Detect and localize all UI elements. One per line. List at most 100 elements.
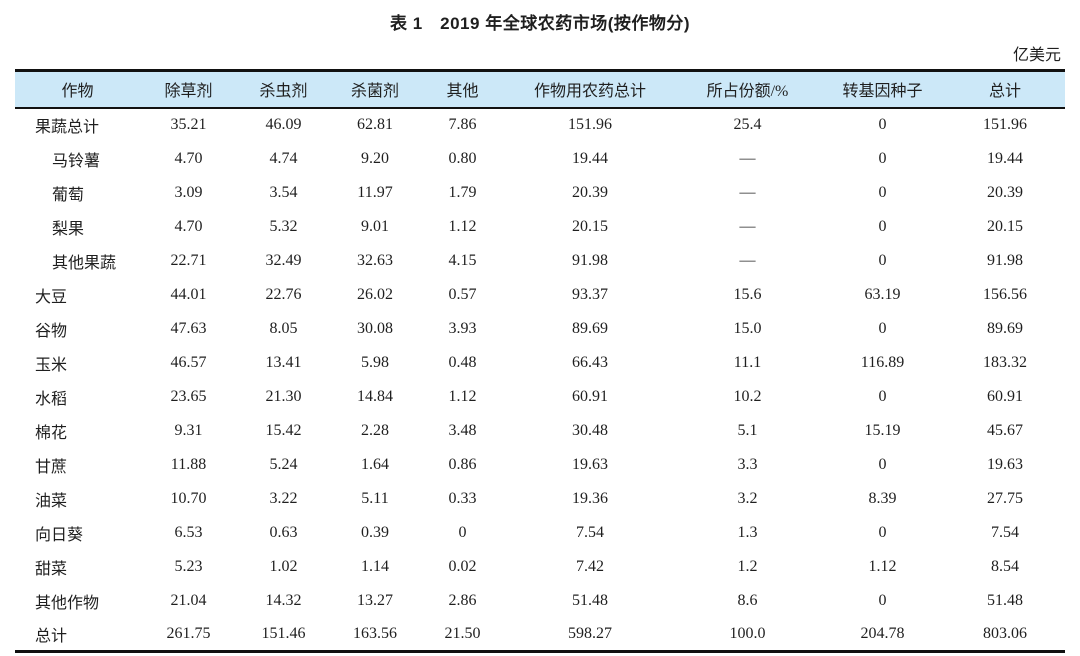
value-cell: 163.56 — [353, 624, 397, 642]
value-cell: 0 — [878, 319, 887, 337]
value-cell: 30.08 — [357, 319, 393, 337]
value-cell: 20.39 — [572, 183, 608, 201]
value-cell: 23.65 — [170, 387, 207, 405]
value-cell: 26.02 — [357, 285, 393, 303]
table-row: 梨果 4.70 5.32 9.01 1.12 20.15 — 0 20.15 — [15, 210, 1065, 244]
value-cell: 3.93 — [448, 319, 477, 337]
value-cell: 21.50 — [444, 624, 481, 642]
value-cell: 4.15 — [448, 251, 477, 269]
value-cell: — — [739, 217, 756, 235]
value-cell: 0.48 — [448, 353, 477, 371]
value-cell: — — [739, 183, 756, 201]
value-cell: 19.36 — [572, 489, 608, 507]
value-cell: 21.30 — [265, 387, 302, 405]
table-row: 其他果蔬 22.71 32.49 32.63 4.15 91.98 — 0 91.98 — [15, 244, 1065, 278]
value-cell: 156.56 — [983, 285, 1027, 303]
column-header-insecticide: 杀虫剂 — [259, 83, 308, 101]
value-cell: 60.91 — [987, 387, 1023, 405]
value-cell: 91.98 — [572, 251, 608, 269]
value-cell: 19.44 — [987, 149, 1023, 167]
value-cell: 0.33 — [448, 489, 477, 507]
value-cell: 0 — [878, 523, 887, 541]
value-cell: 0.80 — [448, 149, 477, 167]
value-cell: 0 — [878, 455, 887, 473]
value-cell: 1.64 — [361, 455, 389, 473]
value-cell: 15.19 — [864, 421, 901, 439]
value-cell: 183.32 — [983, 353, 1027, 371]
value-cell: 13.27 — [357, 591, 393, 609]
value-cell: 7.54 — [991, 523, 1019, 541]
crop-name-cell: 谷物 — [35, 322, 68, 340]
value-cell: 1.12 — [448, 217, 477, 235]
column-header-total: 总计 — [988, 83, 1021, 101]
table-row: 油菜 10.70 3.22 5.11 0.33 19.36 3.2 8.39 27.75 — [15, 482, 1065, 516]
value-cell: 32.63 — [357, 251, 393, 269]
value-cell: 2.86 — [448, 591, 477, 609]
value-cell: 11.97 — [357, 183, 393, 201]
unit-label: 亿美元 — [1012, 47, 1061, 64]
value-cell: 10.2 — [733, 387, 762, 405]
value-cell: 5.1 — [737, 421, 758, 439]
table-caption: 表 1 2019 年全球农药市场(按作物分) — [389, 14, 691, 33]
value-cell: 25.4 — [733, 116, 762, 133]
crop-name-cell: 玉米 — [35, 356, 68, 374]
crop-name-cell: 果蔬总计 — [35, 119, 100, 136]
value-cell: 19.63 — [987, 455, 1023, 473]
value-cell: 46.09 — [265, 116, 302, 133]
value-cell: 93.37 — [572, 285, 608, 303]
value-cell: 45.67 — [987, 421, 1023, 439]
value-cell: 0.86 — [448, 455, 477, 473]
value-cell: 5.23 — [174, 557, 203, 575]
value-cell: 51.48 — [987, 591, 1023, 609]
value-cell: 89.69 — [987, 319, 1023, 337]
value-cell: 5.11 — [361, 489, 389, 507]
value-cell: 2.28 — [361, 421, 389, 439]
table-row: 谷物 47.63 8.05 30.08 3.93 89.69 15.0 0 89.69 — [15, 312, 1065, 346]
value-cell: 89.69 — [572, 319, 608, 337]
value-cell: 116.89 — [860, 353, 905, 371]
crop-name-cell: 其他作物 — [35, 594, 100, 612]
crop-name-cell: 总计 — [35, 627, 68, 645]
value-cell: 20.15 — [572, 217, 608, 235]
crop-name-cell: 向日葵 — [35, 526, 84, 544]
value-cell: 21.04 — [170, 591, 207, 609]
value-cell: 151.46 — [261, 624, 306, 642]
table-row: 其他作物 21.04 14.32 13.27 2.86 51.48 8.6 0 51.48 — [15, 584, 1065, 618]
value-cell: 15.0 — [733, 319, 762, 337]
value-cell: 44.01 — [170, 285, 207, 303]
value-cell: 9.31 — [174, 421, 203, 439]
value-cell: — — [739, 149, 756, 167]
value-cell: 0 — [878, 251, 887, 269]
value-cell: 0 — [878, 149, 887, 167]
value-cell: 7.42 — [576, 557, 604, 575]
column-header-gm-seeds: 转基因种子 — [842, 83, 923, 101]
value-cell: 27.75 — [987, 489, 1023, 507]
value-cell: 6.53 — [174, 523, 203, 541]
value-cell: 151.96 — [568, 116, 612, 133]
crop-name-cell: 其他果蔬 — [52, 254, 117, 272]
value-cell: 14.84 — [357, 387, 393, 405]
value-cell: 100.0 — [729, 624, 766, 642]
crop-name-cell: 大豆 — [35, 288, 68, 306]
value-cell: 5.32 — [269, 217, 298, 235]
value-cell: 3.09 — [174, 183, 203, 201]
crop-name-cell: 甘蔗 — [35, 458, 68, 476]
value-cell: 4.70 — [174, 217, 203, 235]
table-row: 甜菜 5.23 1.02 1.14 0.02 7.42 1.2 1.12 8.54 — [15, 550, 1065, 584]
table-row: 甘蔗 11.88 5.24 1.64 0.86 19.63 3.3 0 19.63 — [15, 448, 1065, 482]
value-cell: 3.54 — [269, 183, 298, 201]
value-cell: 7.86 — [448, 116, 477, 133]
value-cell: 11.88 — [170, 455, 207, 473]
value-cell: 0 — [878, 591, 887, 609]
table-row: 果蔬总计 35.21 46.09 62.81 7.86 151.96 25.4 0 151.96 — [15, 108, 1065, 142]
value-cell: 22.71 — [170, 251, 207, 269]
value-cell: 19.44 — [572, 149, 608, 167]
value-cell: 0 — [878, 217, 887, 235]
value-cell: 9.20 — [361, 149, 389, 167]
column-header-herbicide: 除草剂 — [164, 83, 213, 101]
value-cell: 0.39 — [361, 523, 389, 541]
table-row: 马铃薯 4.70 4.74 9.20 0.80 19.44 — 0 19.44 — [15, 142, 1065, 176]
value-cell: 20.39 — [987, 183, 1023, 201]
value-cell: 46.57 — [170, 353, 207, 371]
